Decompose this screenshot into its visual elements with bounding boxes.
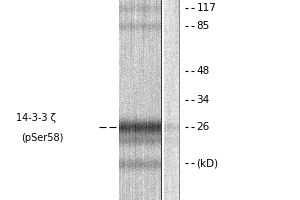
Text: 34: 34 (196, 95, 210, 105)
Text: 26: 26 (196, 122, 210, 132)
Text: (kD): (kD) (196, 158, 219, 168)
Text: (pSer58): (pSer58) (21, 133, 63, 143)
Text: 14-3-3 ζ: 14-3-3 ζ (16, 113, 56, 123)
Text: 85: 85 (196, 21, 210, 31)
Text: 117: 117 (196, 3, 216, 13)
Text: 48: 48 (196, 66, 210, 76)
